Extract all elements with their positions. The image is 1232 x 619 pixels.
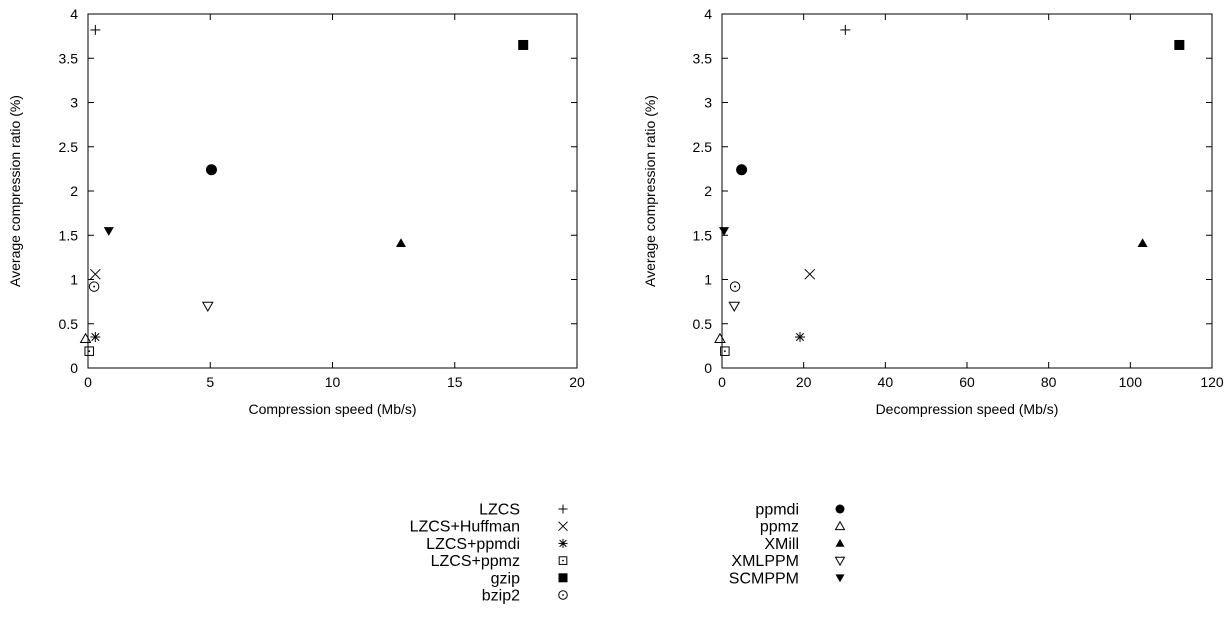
decompression-speed-chart: 0 20 40 60 80 100 120 0 0.5 1 1.5 2 2.5 3 3.5 4 Decompre… <box>642 6 1224 417</box>
legend-marker <box>835 504 845 514</box>
legend-item-scmppm: SCMPPM <box>729 570 845 587</box>
legend-item-bzip2: bzip2 <box>482 588 568 605</box>
legend-item-ppmdi: ppmdi <box>755 502 845 519</box>
y-tick-label: 1.5 <box>59 227 79 243</box>
x-tick-label: 100 <box>1119 374 1143 390</box>
point-gzip <box>1174 39 1185 50</box>
compression-speed-chart: 0 5 10 15 20 0 0.5 1 1.5 2 2.5 3 3.5 4 Compression spe… <box>7 6 585 417</box>
legend-label: SCMPPM <box>729 570 799 587</box>
legend-marker <box>834 556 846 567</box>
point-scmppm <box>719 227 730 236</box>
point-ppmdi <box>205 164 217 176</box>
legend-item-lzcs-ppmz: LZCS+ppmz <box>431 553 568 570</box>
legend-item-ppmz: ppmz <box>760 519 846 536</box>
legend-item-lzcs: LZCS <box>479 502 568 519</box>
x-tick-label: 120 <box>1200 374 1224 390</box>
legend-marker <box>558 590 568 600</box>
point-lzcs-ppmdi <box>794 332 805 343</box>
y-axis-label: Average compression ratio (%) <box>642 95 658 287</box>
point-ppmz <box>714 332 726 344</box>
legend-label: XMLPPM <box>731 553 799 570</box>
x-tick-label: 15 <box>447 374 463 390</box>
y-tick-label: 2 <box>704 183 712 199</box>
legend-marker <box>558 538 568 548</box>
legend-marker <box>835 538 845 547</box>
y-tick-label: 1 <box>70 272 78 288</box>
y-tick-label: 2.5 <box>693 139 713 155</box>
legend-marker <box>558 504 568 514</box>
y-tick-label: 4 <box>70 6 78 22</box>
legend-item-xmlppm: XMLPPM <box>731 553 846 570</box>
y-tick-label: 0.5 <box>693 316 713 332</box>
point-lzcs-ppmdi <box>90 332 101 343</box>
legend-label: XMill <box>764 536 799 553</box>
y-tick-label: 3 <box>704 95 712 111</box>
y-tick-label: 3.5 <box>693 50 713 66</box>
point-lzcs-huffman <box>89 268 101 280</box>
plot-frame <box>721 13 1213 369</box>
y-tick-label: 1 <box>704 272 712 288</box>
y-tick-label: 0 <box>704 360 712 376</box>
point-gzip <box>518 39 529 50</box>
point-lzcs-ppmz <box>720 346 730 356</box>
x-tick-label: 40 <box>878 374 894 390</box>
x-tick-label: 10 <box>325 374 341 390</box>
legend-marker <box>834 520 846 531</box>
point-xmill <box>1137 238 1148 247</box>
point-ppmz <box>79 332 92 344</box>
legend-marker <box>558 521 568 532</box>
point-bzip2 <box>88 281 100 292</box>
x-tick-label: 20 <box>569 374 585 390</box>
y-tick-label: 2.5 <box>59 139 79 155</box>
x-axis-label: Compression speed (Mb/s) <box>248 401 416 417</box>
legend-label: gzip <box>491 570 520 587</box>
x-tick-label: 20 <box>796 374 812 390</box>
x-tick-label: 60 <box>959 374 975 390</box>
point-scmppm <box>103 227 114 236</box>
point-lzcs-huffman <box>804 268 816 280</box>
legend-marker <box>558 556 568 565</box>
x-tick-label: 0 <box>84 374 92 390</box>
legend-item-lzcs-huffman: LZCS+Huffman <box>410 519 568 536</box>
legend-marker <box>835 574 845 583</box>
x-tick-label: 0 <box>718 374 726 390</box>
legend-label: LZCS+ppmdi <box>426 536 520 553</box>
x-axis-label: Decompression speed (Mb/s) <box>876 401 1059 417</box>
plot-frame <box>87 13 578 369</box>
y-tick-label: 3.5 <box>59 50 79 66</box>
y-tick-label: 2 <box>70 183 78 199</box>
y-tick-label: 3 <box>70 95 78 111</box>
y-axis-label: Average compression ratio (%) <box>7 95 23 287</box>
point-xmill <box>395 238 406 247</box>
legend-label: LZCS <box>479 502 520 519</box>
legend-label: ppmz <box>760 519 799 536</box>
x-tick-label: 5 <box>206 374 214 390</box>
legend-label: LZCS+ppmz <box>431 553 520 570</box>
point-ppmdi <box>736 164 748 176</box>
legend-item-xmill: XMill <box>764 536 845 553</box>
y-tick-label: 0 <box>70 360 78 376</box>
legend-label: ppmdi <box>755 502 799 519</box>
legend-marker <box>558 573 568 583</box>
point-lzcs <box>90 24 101 35</box>
legend-label: LZCS+Huffman <box>410 519 520 536</box>
y-tick-label: 4 <box>704 6 712 22</box>
x-tick-label: 80 <box>1041 374 1057 390</box>
legend-item-lzcs-ppmdi: LZCS+ppmdi <box>426 536 568 553</box>
legend: LZCSLZCS+HuffmanLZCS+ppmdiLZCS+ppmzgzipb… <box>410 502 846 605</box>
point-lzcs <box>840 24 851 35</box>
point-bzip2 <box>729 281 741 292</box>
point-lzcs-ppmz <box>84 346 94 356</box>
y-tick-label: 0.5 <box>59 316 79 332</box>
legend-item-gzip: gzip <box>491 570 568 587</box>
point-xmlppm <box>728 301 741 313</box>
point-xmlppm <box>201 301 214 313</box>
y-tick-label: 1.5 <box>693 227 713 243</box>
legend-label: bzip2 <box>482 588 520 605</box>
